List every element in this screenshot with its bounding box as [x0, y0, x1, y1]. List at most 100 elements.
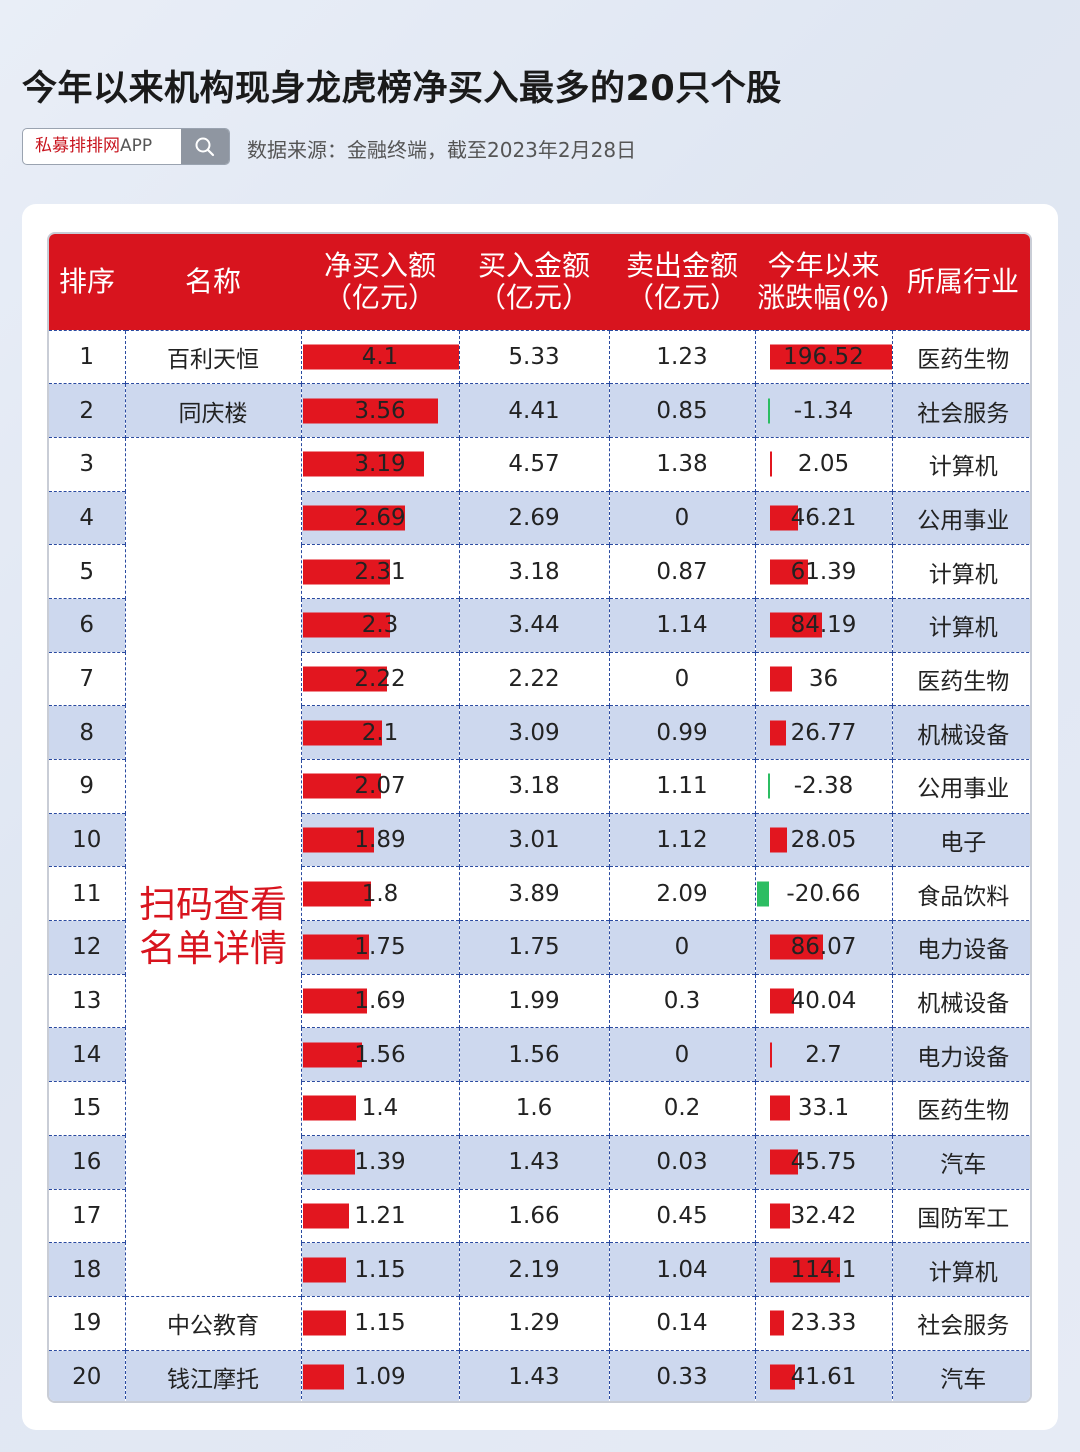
table-row: 14 1.56 1.56 0 2.7 电力设备: [49, 1027, 1030, 1082]
scan-qr-label-line1: 扫码查看: [139, 882, 287, 926]
change-cell-text: 36: [808, 665, 839, 692]
rank-cell: 17: [49, 1188, 125, 1243]
change-cell: 40.04: [754, 973, 892, 1028]
net-buy-cell-text: 1.4: [361, 1095, 399, 1122]
rank-cell-text: 17: [72, 1202, 102, 1229]
sell-amount-cell: 1.23: [608, 329, 755, 384]
sell-amount-cell-text: 1.11: [656, 773, 708, 800]
buy-amount-cell-text: 2.22: [508, 665, 560, 692]
name-cell-text: 中公教育: [167, 1313, 259, 1340]
net-buy-bar: [302, 398, 438, 424]
header-industry: 所属行业: [892, 234, 1030, 330]
change-cell-text: -1.34: [793, 397, 854, 424]
rank-cell-text: 8: [79, 719, 95, 746]
net-buy-bar: [302, 1310, 347, 1336]
change-cell: 26.77: [754, 705, 892, 760]
change-cell: 33.1: [754, 1081, 892, 1136]
industry-cell: 电力设备: [891, 920, 1030, 975]
rank-cell-text: 3: [79, 451, 95, 478]
buy-amount-cell-text: 5.33: [508, 343, 560, 370]
buy-amount-cell: 1.29: [458, 1295, 609, 1351]
net-buy-bar: [302, 1364, 344, 1390]
table-body: 1 百利天恒 4.1 5.33 1.23 196.52 医药生物 2 同庆楼 3.56 4.41 0.…: [49, 329, 1030, 1401]
change-bar: [769, 612, 822, 638]
search-box[interactable]: 私募排排网APP: [22, 128, 230, 165]
net-buy-cell-text: 1.69: [354, 988, 406, 1015]
rank-cell: 14: [49, 1027, 125, 1082]
buy-amount-cell: 3.18: [458, 544, 609, 599]
net-buy-bar: [302, 612, 390, 638]
table-row: 18 1.15 2.19 1.04 114.1 计算机: [49, 1242, 1030, 1297]
change-bar: [756, 881, 770, 907]
net-buy-bar: [302, 934, 370, 960]
change-bar: [769, 1149, 798, 1175]
rank-cell: 13: [49, 973, 125, 1028]
table-row: 7 2.22 2.22 0 36 医药生物: [49, 651, 1030, 706]
sell-amount-cell: 0: [608, 920, 755, 975]
change-bar: [769, 934, 823, 960]
net-buy-bar: [302, 1042, 362, 1068]
table-row: 19 中公教育 1.15 1.29 0.14 23.33 社会服务: [49, 1295, 1030, 1351]
sell-amount-cell-text: 1.12: [656, 827, 708, 854]
net-buy-cell: 1.39: [300, 1134, 459, 1189]
buy-amount-cell: 1.43: [458, 1349, 609, 1401]
change-cell: 2.05: [754, 436, 892, 492]
rank-cell-text: 18: [72, 1256, 102, 1283]
net-buy-cell: 3.56: [300, 383, 459, 438]
sell-amount-cell: 0.99: [608, 705, 755, 760]
rank-cell: 16: [49, 1134, 125, 1189]
change-bar: [769, 505, 799, 531]
change-cell-text: 26.77: [790, 719, 857, 746]
change-cell: 114.1: [754, 1242, 892, 1297]
buy-amount-cell-text: 2.69: [508, 504, 560, 531]
buy-amount-cell: 2.69: [458, 490, 609, 545]
buy-amount-cell: 4.41: [458, 383, 609, 438]
scan-qr-label: 扫码查看 名单详情: [126, 883, 301, 971]
change-cell-text: -20.66: [786, 880, 861, 907]
net-buy-cell: 1.56: [300, 1027, 459, 1082]
buy-amount-cell-text: 3.18: [508, 558, 560, 585]
change-cell-text: 40.04: [790, 988, 857, 1015]
net-buy-bar: [302, 666, 387, 692]
buy-amount-cell-text: 2.19: [508, 1256, 560, 1283]
change-cell: 28.05: [754, 812, 892, 867]
net-buy-cell-text: 1.39: [354, 1149, 406, 1176]
net-buy-bar: [302, 988, 367, 1014]
change-bar: [769, 988, 795, 1014]
buy-amount-cell-text: 1.99: [508, 988, 560, 1015]
industry-cell-text: 计算机: [928, 1259, 998, 1286]
buy-amount-cell: 3.01: [458, 812, 609, 867]
industry-cell: 汽车: [891, 1349, 1030, 1401]
header-rank: 排序: [49, 234, 125, 330]
table-row: 9 2.07 3.18 1.11 -2.38 公用事业: [49, 759, 1030, 814]
change-bar: [769, 1257, 841, 1283]
rank-cell: 12: [49, 920, 125, 975]
change-bar: [769, 1042, 772, 1068]
change-cell-text: 28.05: [790, 827, 857, 854]
header-change: 今年以来 涨跌幅(%): [755, 234, 892, 330]
rank-cell: 19: [49, 1295, 125, 1351]
industry-cell-text: 社会服务: [917, 1313, 1010, 1340]
buy-amount-cell: 1.43: [458, 1134, 609, 1189]
table-row: 1 百利天恒 4.1 5.33 1.23 196.52 医药生物: [49, 329, 1030, 384]
net-buy-cell-text: 1.56: [354, 1041, 406, 1068]
name-cell-text: 钱江摩托: [167, 1367, 259, 1394]
change-cell: 2.7: [754, 1027, 892, 1082]
name-cell: 中公教育: [124, 1295, 301, 1351]
name-cell-text: 同庆楼: [178, 400, 248, 427]
header-change-line2: 涨跌幅(%): [757, 280, 890, 314]
change-bar: [769, 1095, 791, 1121]
table-row: 17 1.21 1.66 0.45 32.42 国防军工: [49, 1188, 1030, 1243]
buy-amount-cell: 2.19: [458, 1242, 609, 1297]
net-buy-bar: [302, 881, 371, 907]
search-button[interactable]: [181, 129, 229, 164]
rank-cell-text: 15: [72, 1095, 102, 1122]
industry-cell-text: 公用事业: [917, 507, 1010, 534]
sell-amount-cell: 1.12: [608, 812, 755, 867]
buy-amount-cell-text: 3.09: [508, 719, 560, 746]
buy-amount-cell-text: 3.89: [508, 880, 560, 907]
change-cell-text: 41.61: [790, 1364, 857, 1391]
change-bar: [767, 398, 770, 424]
change-bar: [769, 720, 787, 746]
buy-amount-cell: 3.18: [458, 759, 609, 814]
